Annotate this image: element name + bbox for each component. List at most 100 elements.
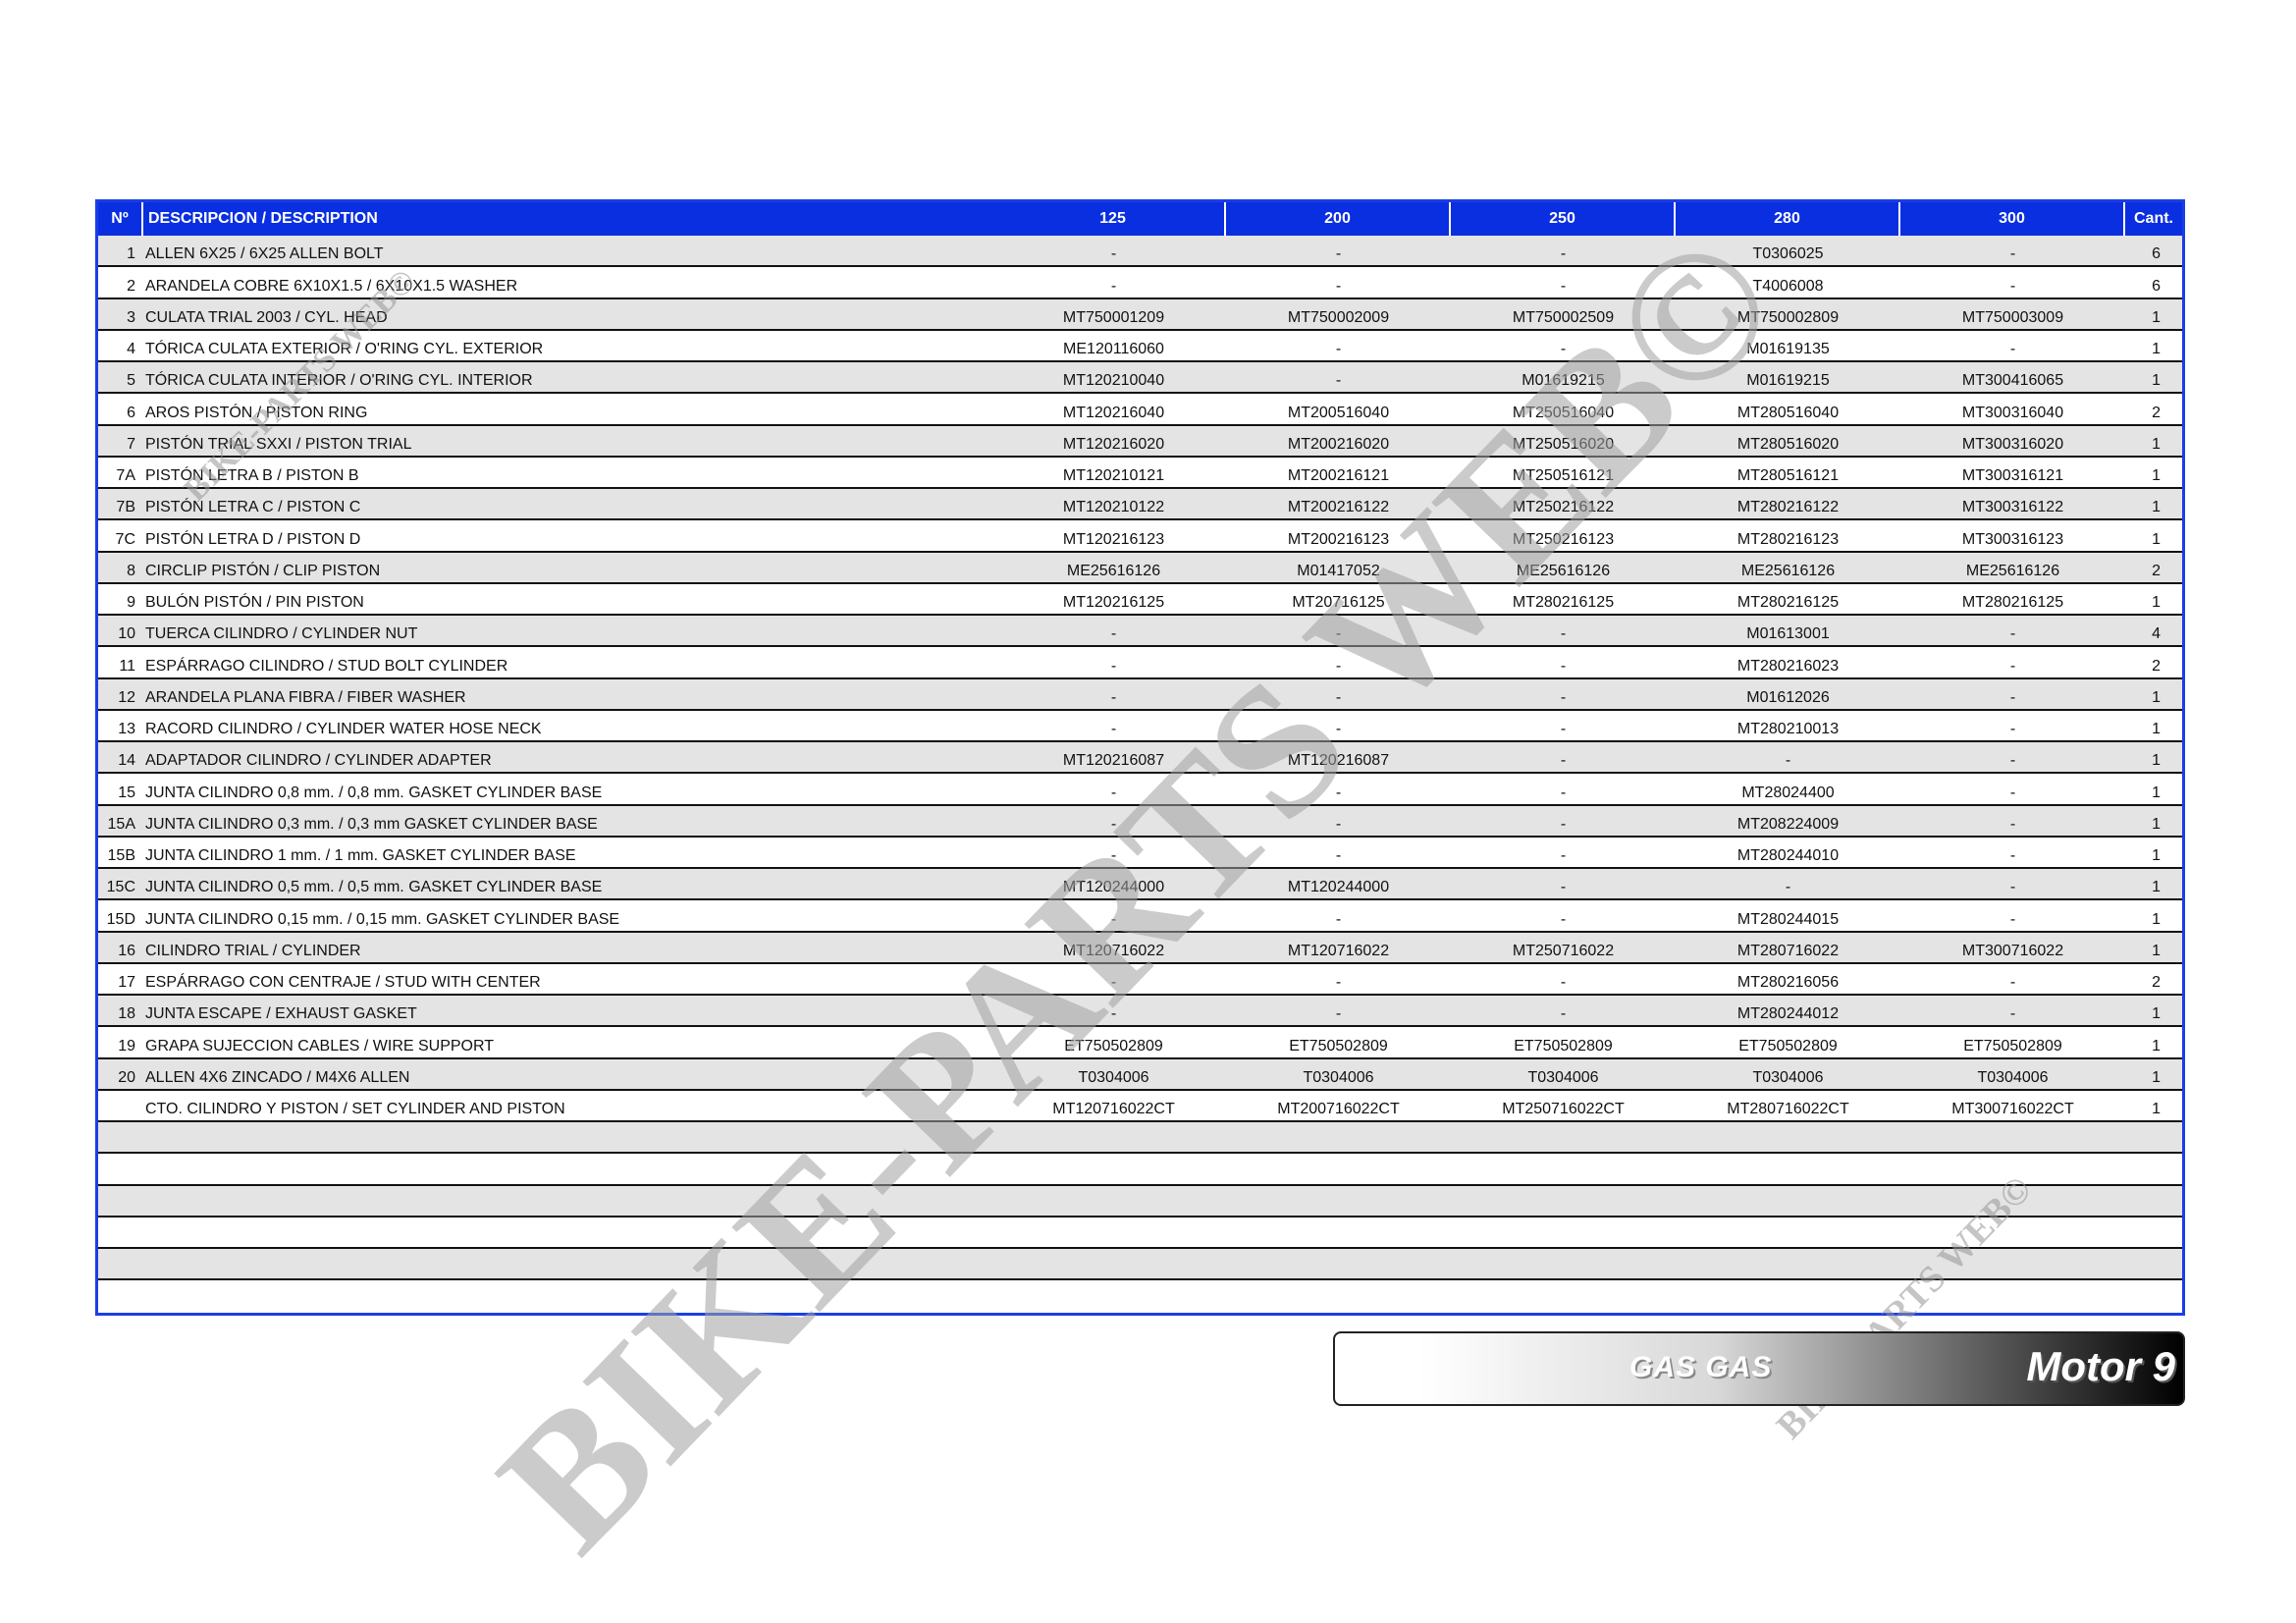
header-no: Nº <box>98 202 143 236</box>
brand-label: GAS GAS <box>1629 1351 1773 1383</box>
cell-part-250: - <box>1560 910 1567 928</box>
cell-no: 6 <box>127 404 135 421</box>
cell-part-280: MT28024400 <box>1741 784 1835 801</box>
table-row: 6 AROS PISTÓN / PISTON RING MT120216040 MT2… <box>98 394 2182 426</box>
cell-part-125: MT120716022 <box>1062 942 1165 959</box>
cell-part-125: - <box>1110 847 1117 864</box>
cell-part-300: MT300416065 <box>1961 372 2064 390</box>
table-row: 11 ESPÁRRAGO CILINDRO / STUD BOLT CYLINDE… <box>98 647 2182 679</box>
cell-qty: 1 <box>2152 1037 2161 1055</box>
cell-part-280: MT280244015 <box>1736 910 1840 928</box>
cell-part-280: - <box>1785 879 1791 896</box>
cell-part-200: MT200716022CT <box>1277 1101 1400 1117</box>
footer-banner: GAS GAS Motor 9 <box>1333 1331 2185 1406</box>
cell-no: 12 <box>118 688 135 706</box>
cell-description: AROS PISTÓN / PISTON RING <box>145 404 368 421</box>
cell-part-125: MT120716022CT <box>1052 1101 1175 1117</box>
cell-qty: 2 <box>2152 657 2161 675</box>
table-row <box>98 1154 2182 1186</box>
cell-part-280: MT280216125 <box>1736 594 1840 611</box>
cell-no: 1 <box>127 245 135 263</box>
cell-description: JUNTA CILINDRO 0,5 mm. / 0,5 mm. GASKET … <box>145 879 603 896</box>
cell-no: 11 <box>119 657 135 675</box>
cell-part-280: T0304006 <box>1752 1068 1824 1086</box>
table-row: 15 JUNTA CILINDRO 0,8 mm. / 0,8 mm. GASKE… <box>98 774 2182 806</box>
cell-part-200: M01417052 <box>1297 562 1380 579</box>
cell-part-200: - <box>1335 341 1342 357</box>
header-model-200: 200 <box>1226 202 1451 236</box>
cell-no: 16 <box>118 942 135 959</box>
cell-description: ALLEN 4X6 ZINCADO / M4X6 ALLEN <box>145 1068 410 1086</box>
section-title: Motor 9 <box>2026 1343 2175 1389</box>
cell-description: CTO. CILINDRO Y PISTON / SET CYLINDER AN… <box>145 1101 565 1117</box>
cell-part-200: MT20716125 <box>1292 594 1385 611</box>
table-row: 5 TÓRICA CULATA INTERIOR / O'RING CYL. IN… <box>98 362 2182 395</box>
cell-no: 3 <box>127 308 135 326</box>
cell-qty: 1 <box>2152 467 2161 484</box>
cell-part-200: MT200216122 <box>1287 499 1390 516</box>
table-row: 15D JUNTA CILINDRO 0,15 mm. / 0,15 mm. GA… <box>98 900 2182 933</box>
cell-part-125: - <box>1110 721 1117 737</box>
cell-part-300: ET750502809 <box>1963 1037 2062 1055</box>
cell-part-300: - <box>2009 1005 2016 1023</box>
cell-part-125: MT120216087 <box>1062 752 1165 770</box>
cell-no: 7A <box>116 467 135 484</box>
cell-part-200: T0304006 <box>1303 1068 1374 1086</box>
cell-part-200: - <box>1335 974 1342 991</box>
cell-part-280: - <box>1785 752 1791 770</box>
cell-part-250: - <box>1560 341 1567 357</box>
cell-part-200: MT120216087 <box>1287 752 1390 770</box>
cell-part-125: - <box>1110 277 1117 295</box>
cell-part-125: MT120216123 <box>1062 530 1165 548</box>
cell-part-300: - <box>2009 974 2016 991</box>
table-row: 16 CILINDRO TRIAL / CYLINDER MT120716022 MT… <box>98 932 2182 964</box>
cell-part-300: - <box>2009 341 2016 357</box>
cell-part-300: MT300716022CT <box>1951 1101 2074 1117</box>
table-row: 13 RACORD CILINDRO / CYLINDER WATER HOSE … <box>98 711 2182 742</box>
cell-part-200: - <box>1335 1005 1342 1023</box>
cell-no: 15A <box>107 815 135 833</box>
table-row <box>98 1249 2182 1281</box>
cell-description: JUNTA CILINDRO 0,8 mm. / 0,8 mm. GASKET … <box>145 784 603 801</box>
cell-no: 15D <box>106 910 135 928</box>
cell-part-200: MT200516040 <box>1287 404 1390 421</box>
cell-part-300: - <box>2009 277 2016 295</box>
cell-part-125: ME25616126 <box>1066 562 1161 579</box>
cell-part-280: T0306025 <box>1752 245 1824 263</box>
cell-no: 7 <box>127 435 135 453</box>
cell-part-125: - <box>1110 1005 1117 1023</box>
cell-part-200: - <box>1335 815 1342 833</box>
cell-part-280: MT280516040 <box>1736 404 1840 421</box>
cell-part-250: MT250516121 <box>1512 467 1615 484</box>
cell-no: 17 <box>118 974 135 991</box>
cell-part-250: - <box>1560 277 1567 295</box>
cell-part-300: MT300316040 <box>1961 404 2064 421</box>
cell-part-200: - <box>1335 688 1342 706</box>
table-row: 15B JUNTA CILINDRO 1 mm. / 1 mm. GASKET C… <box>98 838 2182 869</box>
cell-part-200: - <box>1335 910 1342 928</box>
cell-part-250: ME25616126 <box>1516 562 1611 579</box>
cell-no: 15 <box>118 784 135 801</box>
cell-description: TÓRICA CULATA INTERIOR / O'RING CYL. INT… <box>145 372 533 390</box>
cell-part-300: ME25616126 <box>1965 562 2060 579</box>
cell-no: 8 <box>127 562 135 579</box>
cell-part-200: - <box>1335 245 1342 263</box>
cell-qty: 1 <box>2152 1068 2161 1086</box>
cell-part-200: MT200216123 <box>1287 530 1390 548</box>
cell-part-250: M01619215 <box>1522 372 1605 390</box>
cell-part-280: MT280244010 <box>1736 847 1840 864</box>
cell-qty: 1 <box>2152 435 2161 453</box>
cell-part-200: - <box>1335 721 1342 737</box>
cell-part-250: MT250716022 <box>1512 942 1615 959</box>
cell-description: JUNTA ESCAPE / EXHAUST GASKET <box>145 1005 417 1023</box>
cell-part-250: - <box>1560 752 1567 770</box>
cell-description: PISTÓN LETRA D / PISTON D <box>145 530 361 548</box>
cell-qty: 1 <box>2152 752 2161 770</box>
table-row: 18 JUNTA ESCAPE / EXHAUST GASKET - - - MT2802… <box>98 996 2182 1028</box>
cell-part-280: MT280216122 <box>1736 499 1840 516</box>
cell-part-125: - <box>1110 784 1117 801</box>
cell-no: 9 <box>127 594 135 611</box>
cell-qty: 1 <box>2152 721 2161 737</box>
table-row: 1 ALLEN 6X25 / 6X25 ALLEN BOLT - - - T0306025… <box>98 236 2182 268</box>
cell-part-300: - <box>2009 815 2016 833</box>
